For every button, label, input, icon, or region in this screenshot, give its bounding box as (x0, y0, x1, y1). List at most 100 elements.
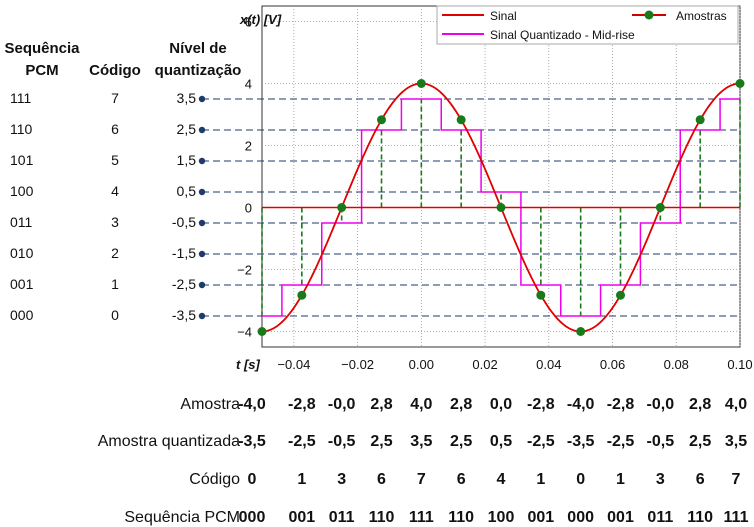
legend-label-sinal: Sinal (490, 9, 517, 23)
x-axis-label: t [s] (236, 357, 261, 372)
y-axis-label: x(t) [V] (239, 12, 282, 27)
sample-point (337, 203, 347, 212)
left-cell-code: 7 (111, 90, 119, 106)
y-tick-label: 6 (245, 15, 252, 30)
sample-point (576, 327, 586, 336)
left-cell-code: 2 (111, 245, 119, 261)
bottom-cell-pcm: 011 (328, 509, 355, 526)
x-tick-label: 0.02 (472, 357, 497, 372)
bottom-cell-pcm: 001 (527, 509, 555, 526)
quant-level-bullet (198, 188, 206, 196)
header-level-line1: Nível de (169, 40, 227, 57)
header-pcm-line2: PCM (25, 62, 59, 79)
bottom-cell-amostra: 0,0 (489, 396, 513, 413)
quant-level-bullet (198, 157, 206, 165)
bottom-cell-codigo: 0 (576, 471, 586, 488)
bottom-cell-quantizada: 2,5 (450, 433, 473, 450)
bottom-cell-codigo: 1 (297, 471, 307, 488)
y-tick-label: −4 (237, 325, 252, 340)
quant-level-bullet (198, 281, 206, 289)
legend-swatch-amostras (644, 10, 654, 20)
sample-point (536, 290, 546, 300)
legend-box (436, 5, 739, 45)
left-cell-pcm: 001 (10, 276, 34, 292)
bottom-cell-codigo: 3 (655, 471, 665, 488)
bottom-cell-amostra: -4,0 (238, 396, 266, 413)
bottom-cell-codigo: 1 (616, 471, 625, 488)
bottom-cell-amostra: 2,8 (689, 396, 712, 413)
left-cell-code: 6 (111, 121, 119, 137)
bottom-cell-quantizada: -0,5 (646, 433, 675, 450)
bottom-cell-amostra: 2,8 (450, 396, 473, 413)
header-code: Código (89, 62, 141, 79)
left-cell-pcm: 010 (10, 245, 34, 261)
legend: Sinal Sinal Quantizado - Mid-rise Amostras (436, 5, 739, 45)
bottom-cell-quantizada: -3,5 (238, 433, 266, 450)
bottom-cell-quantizada: 0,5 (489, 433, 513, 450)
left-cell-pcm: 111 (10, 90, 32, 106)
quant-level-bullet (198, 126, 206, 134)
plot-area (261, 5, 741, 348)
left-cell-level: 2,5 (176, 121, 196, 137)
bottom-cell-pcm: 100 (487, 509, 515, 526)
left-cell-pcm: 100 (10, 183, 34, 199)
x-tick-label: 0.04 (536, 357, 561, 372)
bottom-cell-codigo: 6 (695, 471, 705, 488)
bottom-cell-amostra: -2,8 (527, 396, 555, 413)
bottom-cell-amostra: -0,0 (327, 396, 356, 413)
sample-point (456, 115, 466, 125)
sample-point (297, 290, 307, 300)
bottom-cell-quantizada: 3,5 (724, 433, 748, 450)
x-tick-label: 0.00 (409, 357, 434, 372)
bottom-cell-pcm: 000 (567, 509, 594, 526)
quant-level-bullet (198, 95, 206, 103)
bottom-cell-amostra: -0,0 (646, 396, 675, 413)
bottom-cell-amostra: 4,0 (724, 396, 748, 413)
left-cell-code: 1 (111, 276, 119, 292)
bottom-cell-quantizada: 2,5 (370, 433, 393, 450)
header-level: Nível de quantização (148, 38, 248, 82)
bottom-cell-quantizada: -2,5 (606, 433, 635, 450)
bottom-cell-codigo: 4 (496, 471, 506, 488)
sample-point (416, 79, 426, 88)
bottom-cell-pcm: 001 (288, 509, 316, 526)
bottom-cell-quantizada: -2,5 (288, 433, 316, 450)
legend-label-quantizado: Sinal Quantizado - Mid-rise (490, 28, 635, 42)
bottom-cell-pcm: 000 (238, 509, 266, 526)
x-tick-label: 0.08 (664, 357, 689, 372)
bottom-cell-pcm: 110 (368, 509, 395, 526)
bottom-cell-pcm: 011 (647, 509, 674, 526)
x-tick-label: −0.04 (277, 357, 310, 372)
left-cell-code: 4 (111, 183, 119, 199)
x-tick-label: −0.02 (341, 357, 374, 372)
left-cell-level: 0,5 (176, 183, 196, 199)
header-pcm: Sequência PCM (0, 38, 84, 82)
left-cell-code: 5 (111, 152, 119, 168)
row-label-pcm: Sequência PCM (124, 509, 240, 526)
left-cell-code: 3 (111, 214, 119, 230)
bottom-cell-codigo: 1 (536, 471, 546, 488)
y-tick-label: −2 (237, 263, 252, 278)
bottom-cell-amostra: -2,8 (288, 396, 316, 413)
left-cell-pcm: 011 (10, 214, 33, 230)
sample-point (695, 115, 705, 125)
left-cell-level: -0,5 (171, 214, 196, 230)
sample-point (257, 327, 267, 336)
bottom-cell-quantizada: -2,5 (527, 433, 555, 450)
sample-point (377, 115, 386, 125)
bottom-cell-amostra: -2,8 (606, 396, 635, 413)
left-cell-level: 1,5 (176, 152, 196, 168)
row-label-codigo: Código (189, 471, 240, 488)
bottom-cell-pcm: 110 (687, 509, 714, 526)
left-cell-level: 3,5 (176, 90, 196, 106)
bottom-cell-quantizada: -0,5 (327, 433, 356, 450)
x-tick-label: 0.10 (727, 357, 752, 372)
bottom-cell-quantizada: 3,5 (410, 433, 433, 450)
bottom-cell-codigo: 3 (337, 471, 347, 488)
sample-point (735, 79, 745, 88)
bottom-cell-amostra: 4,0 (410, 396, 433, 413)
bottom-cell-codigo: 6 (456, 471, 466, 488)
quant-level-bullet (198, 312, 206, 320)
quant-level-bullet (198, 219, 206, 227)
